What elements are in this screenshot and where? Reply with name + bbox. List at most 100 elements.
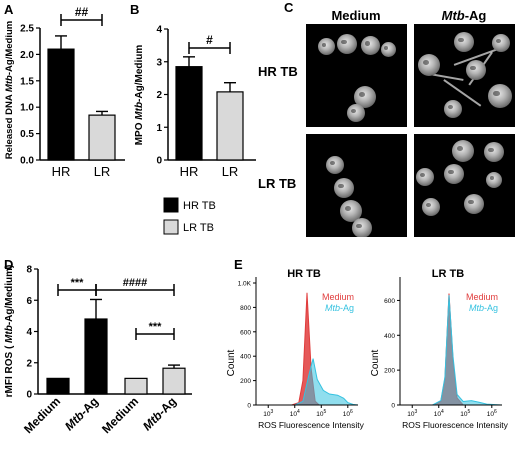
micrograph-lr-mtb [414,134,515,237]
x-tick-label: 104 [290,409,300,418]
x-tick-label: LR [94,164,111,179]
panel-e-chart: E HR TB 0 200 400 600 800 1.0K 103 104 105 106 ROS … [226,257,509,430]
y-tick-label: 0 [156,156,162,167]
significance-bracket-label: ## [75,5,89,19]
cell [381,42,396,57]
cell [337,34,357,54]
significance-bracket-label: *** [149,321,163,333]
legend-mtb: Mtb-Ag [469,303,498,313]
cell [454,32,474,52]
y-axis-title: MPO Mtb-Ag/Medium [134,45,145,146]
x-tick-label: 103 [407,409,417,418]
cell [416,168,434,186]
x-tick-label: Medium [99,394,141,436]
cell [340,200,362,222]
cell [354,86,376,108]
panel-c-letter: C [284,0,294,15]
legend-mtb: Mtb-Ag [325,303,354,313]
panel-c-row-lr: LR TB [258,176,297,191]
x-axis-title: ROS Fluorescence Intensity [258,420,365,430]
bar [162,367,186,395]
y-axis-title: Count [226,349,237,376]
y-axis-title: rMFI ROS ( Mtb-Ag/Medium) [4,265,15,398]
x-tick-label: 106 [343,409,353,418]
y-tick-label: 800 [240,305,251,312]
cell [444,100,462,118]
significance-bracket-label: #### [123,277,147,289]
bar [124,377,148,395]
cell [444,164,464,184]
y-tick-label: 2.0 [20,50,34,61]
legend-medium: Medium [322,292,354,302]
y-tick-label: 200 [384,368,395,375]
cell [464,194,484,214]
y-tick-label: 2.5 [20,24,34,35]
x-tick-label: 105 [316,409,326,418]
bar [47,48,75,161]
y-tick-label: 400 [240,354,251,361]
y-axis-title: Released DNA Mtb-Ag/Medium [4,21,15,159]
group-legend: HR TB LR TB [163,197,216,235]
panel-c-col-mtb-italic: Mtb [441,8,465,23]
panel-c-row-hr: HR TB [258,64,298,79]
bar [175,66,203,161]
cell [352,218,372,237]
y-tick-label: 0.0 [20,156,34,167]
cell [484,142,504,162]
y-tick-label: 0 [247,403,251,410]
panel-c-col-mtb-suffix: -Ag [464,8,487,23]
x-tick-label: 105 [460,409,470,418]
cell [347,104,365,122]
micrograph-hr-medium [306,24,407,127]
cell [334,178,354,198]
legend-medium: Medium [466,292,498,302]
x-tick-label: Mtb-Ag [140,394,179,433]
y-tick-label: 8 [26,265,32,276]
significance-bracket-label: *** [71,277,85,289]
cell [492,34,510,52]
cell [486,172,502,188]
legend-label-hr: HR TB [183,200,216,212]
x-tick-label: 106 [487,409,497,418]
cell [466,60,486,80]
histogram-series [256,358,359,406]
panel-e-letter: E [234,257,243,272]
panel-c-col-medium: Medium [331,8,381,23]
cell [361,36,380,55]
panel-b-letter: B [130,2,139,17]
y-tick-label: 1 [156,123,162,134]
y-tick-label: 4 [156,25,162,36]
panel-a-chart: A 0.0 0.5 1.0 1.5 2.0 2.5 HR LR Released DNA Mtb… [4,2,125,179]
cell [418,54,440,76]
x-tick-label: HR [52,164,71,179]
legend-swatch-lr [163,219,179,235]
cell [452,140,474,162]
y-tick-label: 600 [384,298,395,305]
y-tick-label: 400 [384,333,395,340]
y-tick-label: 1.0K [238,281,252,288]
cell [326,156,344,174]
y-tick-label: 0 [26,390,32,401]
micrograph-lr-medium [306,134,407,237]
y-tick-label: 0.5 [20,129,34,140]
x-tick-label: 104 [434,409,444,418]
cell [318,38,335,55]
y-tick-label: 4 [26,327,32,338]
y-tick-label: 2 [156,90,162,101]
x-tick-label: 103 [263,409,273,418]
y-tick-label: 3 [156,57,162,68]
x-tick-label: LR [222,164,239,179]
y-axis-title: Count [370,349,381,376]
panel-d-letter: D [4,257,13,272]
y-tick-label: 2 [26,358,32,369]
significance-bracket-label: # [206,33,213,47]
y-tick-label: 1.0 [20,103,34,114]
x-axis-title: ROS Fluorescence Intensity [402,420,509,430]
histogram-title: LR TB [432,268,464,280]
bar [216,91,244,161]
panel-c-col-mtb: Mtb-Ag [414,8,514,23]
x-tick-label: Mtb-Ag [62,394,101,433]
panel-a-letter: A [4,2,14,17]
y-tick-label: 6 [26,296,32,307]
